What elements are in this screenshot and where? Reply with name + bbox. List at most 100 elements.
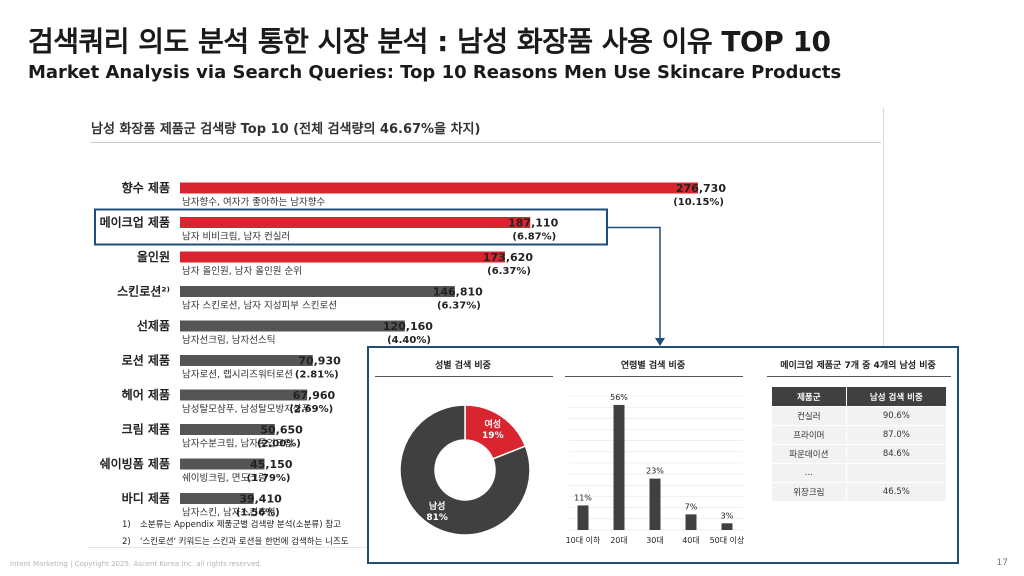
bar-percent-label: (2.81%): [295, 370, 339, 381]
bar-category-label: 크림 제품: [122, 423, 170, 437]
footnote-2: 2) '스킨로션' 키워드는 스킨과 로션을 한번에 검색하는 니즈도: [122, 537, 349, 547]
gender-chart-title: 성별 검색 비중: [435, 361, 491, 371]
table-cell: [845, 463, 948, 483]
table-row: 컨실러 90.6%: [771, 406, 948, 426]
donut-value-label: 81%: [426, 513, 448, 523]
page-title-korean: 검색쿼리 의도 분석 통한 시장 분석 : 남성 화장품 사용 이유 TOP 1…: [28, 25, 831, 58]
bar-sub-label: 남자향수, 여자가 좋아하는 남자향수: [182, 196, 325, 208]
x-tick-label: 30대: [646, 536, 664, 545]
bar-percent-label: (2.69%): [289, 404, 333, 415]
footnote-1: 1) 소분류는 Appendix 제품군별 검색량 분석(소분류) 참고: [122, 520, 341, 530]
bar-value-label: 173,620: [483, 251, 533, 264]
bar-value-label: 50,650: [260, 424, 303, 437]
gender-title-rule: [375, 376, 553, 377]
bar-sub-label: 남자 스킨로션, 남자 지성피부 스킨로션: [182, 301, 337, 312]
bar-value-label: 39,410: [239, 493, 282, 506]
table-row: 프라이머 87.0%: [771, 425, 948, 445]
makeup-table-title: 메이크업 제품군 7개 중 4개의 남성 비중: [780, 361, 936, 371]
bar-value-label: 70,930: [298, 355, 341, 368]
bar: [180, 389, 308, 401]
bar-chart-title: 남성 화장품 제품군 검색량 Top 10 (전체 검색량의 46.67%을 차…: [91, 122, 481, 137]
donut-category-label: 남성: [429, 500, 446, 512]
bar: [180, 251, 505, 263]
bar-sub-label: 남성탈모샴푸, 남성탈모방지샴푸: [182, 403, 311, 415]
age-title-rule: [565, 376, 743, 377]
bar-value-label: 45,150: [250, 458, 293, 471]
x-tick-label: 40대: [682, 536, 700, 545]
bar-value-label: 276,730: [676, 182, 726, 195]
bar-percent-label: (1.79%): [247, 473, 291, 484]
bar: [180, 355, 313, 366]
bar-value-label: 7%: [685, 502, 698, 511]
bar-percent-label: (10.15%): [673, 197, 724, 208]
bar-category-label: 향수 제품: [122, 180, 170, 195]
table-cell: 90.6%: [845, 406, 948, 426]
bar-value-label: 120,160: [383, 320, 433, 333]
bar: [721, 523, 733, 530]
bar-category-label: 메이크업 제품: [100, 215, 170, 230]
bar: [577, 505, 589, 530]
bar-value-label: 67,960: [293, 389, 336, 402]
x-tick-label: 20대: [610, 536, 628, 545]
bar: [180, 182, 698, 194]
connector-arrow-icon: [655, 338, 665, 346]
bar-sub-label: 남자수분크림, 남자톤업크림: [182, 438, 293, 450]
table-cell: 46.5%: [845, 482, 948, 502]
connector-line: [607, 226, 661, 342]
bar-percent-label: (6.37%): [437, 301, 481, 312]
bar-category-label: 쉐이빙폼 제품: [100, 456, 170, 471]
table-cell: 프라이머: [771, 425, 847, 445]
makeup-ratio-table: 제품군 남성 검색 비중 컨실러 90.6% 프라이머 87.0% 파운데이션 …: [771, 386, 948, 502]
bar-value-label: 146,810: [433, 286, 483, 299]
bar-sub-label: 남자 올인원, 남자 올인원 순위: [182, 265, 302, 277]
x-tick-label: 10대 이하: [566, 535, 601, 545]
table-cell: 위장크림: [771, 482, 847, 502]
table-cell: 84.6%: [845, 444, 948, 464]
bar-percent-label: (6.87%): [512, 232, 556, 243]
bar: [180, 320, 405, 332]
bar: [180, 424, 275, 435]
bar: [613, 404, 625, 530]
table-header-male-ratio: 남성 검색 비중: [845, 386, 948, 407]
table-cell: ...: [771, 463, 847, 483]
bar-category-label: 로션 제품: [122, 353, 170, 368]
donut-category-label: 여성: [485, 418, 502, 430]
bar-value-label: 3%: [721, 511, 734, 520]
bar: [180, 493, 254, 504]
table-header-category: 제품군: [771, 386, 847, 407]
bar-percent-label: (6.37%): [487, 266, 531, 277]
bar: [685, 514, 697, 530]
bar-sub-label: 남자 비비크림, 남자 컨실러: [182, 231, 290, 243]
bar: [180, 458, 265, 470]
bar-percent-label: (1.56%): [236, 508, 280, 519]
footer-copyright: Intent Marketing | Copyright 2025. Ascen…: [10, 560, 262, 568]
footnotes: 1) 소분류는 Appendix 제품군별 검색량 분석(소분류) 참고 2) '스…: [122, 517, 349, 551]
bar-percent-label: (4.40%): [387, 335, 431, 346]
page-title-english: Market Analysis via Search Queries: Top …: [28, 62, 842, 83]
x-tick-label: 50대 이상: [710, 535, 745, 545]
bar-category-label: 스킨로션²⁾: [117, 284, 170, 299]
bar-sub-label: 남자로션, 랩시리즈워터로션: [182, 369, 293, 381]
bar-value-label: 56%: [610, 393, 628, 402]
bar-category-label: 선제품: [137, 318, 170, 333]
bar: [180, 217, 531, 228]
bar-value-label: 23%: [646, 467, 664, 476]
bar-category-label: 올인원: [137, 249, 170, 264]
makeup-title-rule: [767, 376, 951, 377]
detail-overlay-panel: 성별 검색 비중 여성 19% 남성 81% 연령별 검색 비중 11% 10대 이하 5…: [367, 346, 959, 564]
table-cell: 컨실러: [771, 406, 847, 426]
table-row: 파운데이션 84.6%: [771, 444, 948, 464]
page-number: 17: [996, 558, 1008, 568]
table-row: 위장크림 46.5%: [771, 482, 948, 502]
bar-percent-label: (2.00%): [257, 439, 301, 450]
table-row: ...: [771, 463, 948, 483]
table-cell: 파운데이션: [771, 444, 847, 464]
bar-category-label: 헤어 제품: [122, 387, 170, 402]
table-cell: 87.0%: [845, 425, 948, 445]
bar: [649, 478, 661, 530]
bar-sub-label: 남자선크림, 남자선스틱: [182, 334, 275, 346]
bar: [180, 286, 455, 297]
donut-slice: [399, 404, 531, 536]
